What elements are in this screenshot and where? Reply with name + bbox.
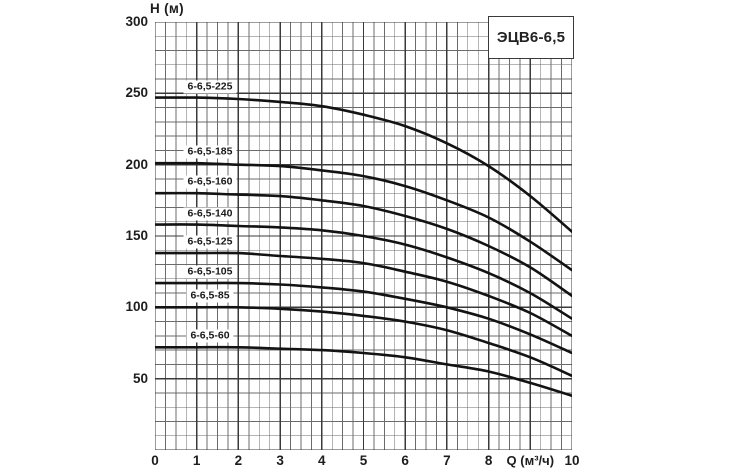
y-tick-label-100: 100 xyxy=(125,299,148,315)
curve-label-6-6,5-185: 6-6,5-185 xyxy=(183,145,237,159)
x-tick-label-2: 2 xyxy=(234,453,243,468)
x-tick-label-6: 6 xyxy=(401,453,409,468)
curve-label-6-6,5-85: 6-6,5-85 xyxy=(186,289,234,303)
curve-label-6-6,5-225: 6-6,5-225 xyxy=(183,80,237,94)
y-axis-title: Н (м) xyxy=(150,1,184,16)
y-tick-label-150: 150 xyxy=(125,228,148,243)
pump-curve-6-6,5-105 xyxy=(155,281,572,355)
chart-title-text: ЭЦВ6-6,5 xyxy=(496,29,566,46)
x-tick-label-3: 3 xyxy=(276,453,284,468)
chart-title-box: ЭЦВ6-6,5 xyxy=(488,16,574,59)
y-tick-label-250: 250 xyxy=(125,85,148,101)
pump-curve-6-6,5-85 xyxy=(155,305,572,378)
x-tick-label-10: 10 xyxy=(564,453,580,468)
x-tick-label-5: 5 xyxy=(359,453,368,468)
pump-curve-6-6,5-125 xyxy=(155,251,572,338)
curve-label-6-6,5-160: 6-6,5-160 xyxy=(183,175,237,189)
x-tick-label-8: 8 xyxy=(484,453,493,468)
curve-label-6-6,5-140: 6-6,5-140 xyxy=(183,207,237,221)
x-tick-label-7: 7 xyxy=(443,453,451,468)
pump-curve-6-6,5-140 xyxy=(155,223,572,320)
pump-curve-6-6,5-225 xyxy=(155,96,572,233)
x-tick-label-4: 4 xyxy=(318,453,326,468)
pump-curve-6-6,5-185 xyxy=(155,161,572,272)
x-axis-title: Q (м³/ч) xyxy=(506,453,555,468)
y-tick-label-300: 300 xyxy=(125,14,148,29)
curve-label-6-6,5-105: 6-6,5-105 xyxy=(183,265,237,279)
x-tick-label-0: 0 xyxy=(151,453,159,468)
plot-area xyxy=(155,22,572,450)
curve-label-6-6,5-125: 6-6,5-125 xyxy=(183,235,237,249)
y-tick-label-50: 50 xyxy=(132,370,148,386)
pump-curve-6-6,5-60 xyxy=(155,345,572,398)
x-tick-label-1: 1 xyxy=(192,453,201,468)
curve-label-6-6,5-60: 6-6,5-60 xyxy=(186,329,234,343)
pump-curve-6-6,5-160 xyxy=(155,191,572,298)
y-tick-label-200: 200 xyxy=(125,156,148,172)
